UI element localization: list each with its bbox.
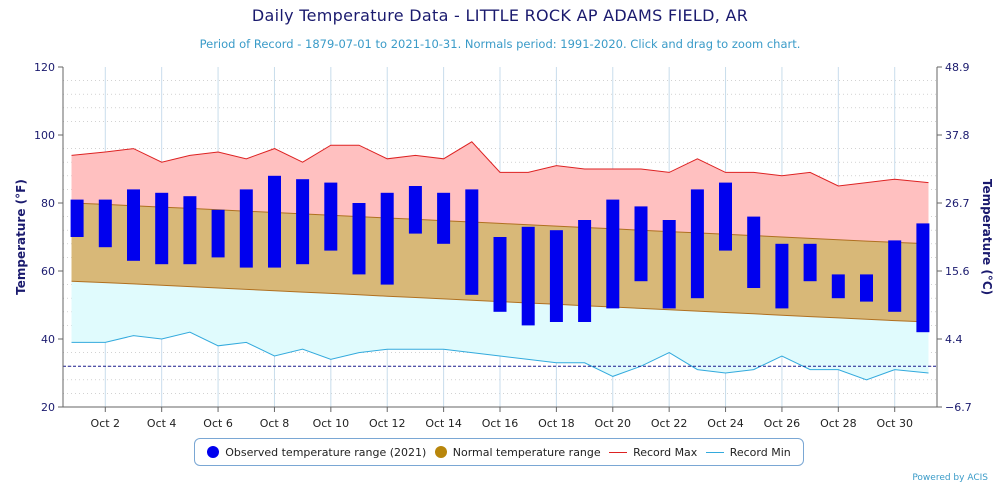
observed-bar — [70, 199, 84, 237]
x-tick-label: Oct 8 — [260, 417, 290, 430]
legend-item-record-max[interactable]: Record Max — [609, 446, 697, 459]
x-tick-label: Oct 2 — [91, 417, 121, 430]
observed-bar — [239, 189, 253, 268]
x-tick-label: Oct 6 — [203, 417, 233, 430]
observed-bar — [127, 189, 140, 261]
observed-bar — [268, 175, 281, 268]
observed-bar — [521, 226, 535, 326]
record-min-line-icon — [705, 451, 724, 453]
y-tick-label-right: 4.4 — [945, 333, 963, 346]
observed-bar — [324, 182, 338, 251]
observed-bar — [634, 206, 648, 282]
legend-label-normal: Normal temperature range — [452, 445, 601, 459]
y-tick-label-right: 15.6 — [945, 265, 970, 278]
observed-bar — [380, 192, 394, 285]
observed-bar — [775, 243, 789, 309]
observed-bar — [296, 179, 310, 265]
x-tick-label: Oct 26 — [764, 417, 801, 430]
observed-bar — [606, 199, 620, 309]
y-tick-label-right: −6.7 — [945, 401, 972, 414]
observed-bar — [155, 192, 169, 265]
credits-link[interactable]: Powered by ACIS — [912, 473, 988, 483]
record-max-line-icon — [609, 451, 628, 453]
observed-bar — [719, 182, 732, 251]
observed-bar — [860, 274, 873, 302]
observed-bar — [211, 209, 225, 258]
observed-bar — [493, 237, 507, 312]
observed-bar — [831, 274, 845, 299]
x-tick-label: Oct 30 — [876, 417, 913, 430]
x-tick-label: Oct 22 — [651, 417, 688, 430]
x-tick-label: Oct 24 — [707, 417, 744, 430]
observed-dot-icon — [207, 446, 220, 458]
legend-item-observed[interactable]: Observed temperature range (2021) — [207, 446, 426, 459]
observed-bar — [549, 230, 563, 322]
y-tick-label: 80 — [41, 197, 55, 210]
legend-label-record-min: Record Min — [729, 445, 791, 459]
record-min-area — [71, 281, 929, 380]
chart-title: Daily Temperature Data - LITTLE ROCK AP … — [251, 6, 749, 25]
record-max-line — [71, 141, 929, 187]
legend-label-record-max: Record Max — [633, 445, 698, 459]
x-tick-label: Oct 4 — [147, 417, 177, 430]
y-tick-label-right: 48.9 — [945, 61, 970, 74]
observed-bar — [437, 192, 451, 244]
y-tick-label-right: 37.8 — [945, 129, 970, 142]
observed-bar — [888, 240, 902, 312]
y-tick-label: 120 — [34, 61, 55, 74]
y-axis-title: Temperature (°F) — [14, 179, 28, 295]
observed-bar — [662, 220, 676, 309]
chart-subtitle: Period of Record - 1879-07-01 to 2021-10… — [199, 37, 801, 51]
observed-bar — [98, 199, 112, 248]
observed-bar — [803, 243, 817, 282]
x-tick-label: Oct 20 — [595, 417, 632, 430]
chart-legend: Observed temperature range (2021) Normal… — [194, 438, 804, 466]
legend-item-normal[interactable]: Normal temperature range — [434, 445, 601, 459]
x-tick-label: Oct 12 — [369, 417, 406, 430]
y-tick-label: 60 — [41, 265, 55, 278]
x-tick-label: Oct 28 — [820, 417, 857, 430]
y-tick-label-right: 26.7 — [945, 197, 970, 210]
record-min-line — [71, 331, 929, 381]
normal-dot-icon — [434, 446, 447, 458]
y-axis-title-right: Temperature (°C) — [980, 179, 994, 295]
observed-bar — [408, 186, 422, 234]
observed-bar — [747, 216, 761, 288]
x-tick-label: Oct 18 — [538, 417, 575, 430]
observed-bar — [352, 203, 366, 275]
observed-bar — [690, 189, 704, 299]
legend-label-observed: Observed temperature range (2021) — [225, 445, 427, 459]
x-tick-label: Oct 14 — [425, 417, 462, 430]
observed-bar — [916, 223, 930, 333]
y-tick-label: 40 — [41, 333, 55, 346]
x-tick-label: Oct 16 — [482, 417, 519, 430]
y-tick-label: 100 — [34, 129, 55, 142]
x-tick-label: Oct 10 — [313, 417, 350, 430]
observed-bar — [183, 196, 197, 265]
observed-bar — [465, 189, 479, 295]
legend-item-record-min[interactable]: Record Min — [705, 445, 791, 459]
observed-bar — [578, 220, 592, 322]
y-tick-label: 20 — [41, 401, 55, 414]
